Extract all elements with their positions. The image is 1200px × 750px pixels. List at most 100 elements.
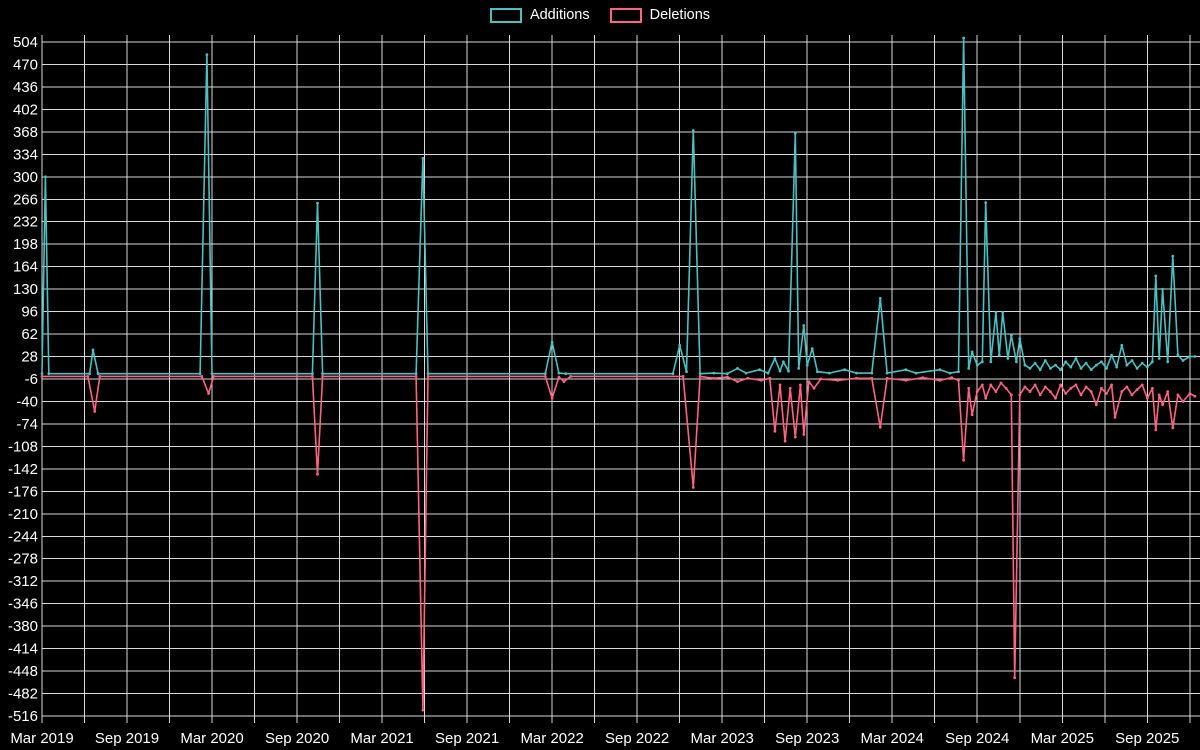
data-point [311, 372, 314, 376]
data-point [96, 372, 100, 376]
data-point [836, 378, 840, 382]
legend-label-additions: Additions [529, 7, 590, 23]
data-point [712, 376, 716, 380]
series-deletions [40, 375, 1197, 712]
data-point [819, 377, 823, 381]
data-point [1181, 400, 1185, 403]
data-point [421, 156, 425, 160]
data-point [984, 201, 988, 205]
data-point [878, 297, 882, 300]
data-point [1193, 394, 1197, 398]
y-tick-label: 96 [21, 304, 38, 321]
data-point [989, 360, 993, 364]
data-point [778, 383, 782, 387]
data-point [788, 386, 792, 390]
data-point [1151, 386, 1154, 390]
y-tick-label: 266 [13, 191, 38, 208]
data-point [321, 372, 324, 376]
y-tick-label: -346 [8, 596, 38, 613]
data-point [797, 367, 801, 370]
data-point [1171, 426, 1175, 430]
additions-swatch [489, 7, 522, 23]
data-point [1064, 360, 1068, 364]
data-point [999, 381, 1003, 385]
data-point [1069, 386, 1073, 390]
data-point [746, 376, 750, 380]
data-point [1125, 363, 1129, 367]
data-point [1161, 287, 1164, 291]
x-tick-label: Mar 2020 [180, 730, 243, 747]
data-point [904, 368, 908, 372]
data-point [994, 390, 998, 393]
data-point [1079, 393, 1083, 397]
data-point [1161, 403, 1164, 407]
data-point [685, 370, 688, 374]
y-tick-label: -142 [8, 461, 38, 478]
data-point [1043, 359, 1047, 362]
data-point [1154, 428, 1158, 432]
data-point [1110, 383, 1113, 387]
data-point [311, 375, 314, 378]
data-point [802, 324, 806, 327]
data-point [962, 458, 965, 462]
data-point [1157, 357, 1161, 360]
data-point [948, 371, 952, 375]
data-point [962, 36, 965, 40]
y-tick-label: -176 [8, 483, 38, 500]
data-point [1140, 361, 1144, 365]
data-point [681, 375, 685, 378]
y-tick-label: -6 [25, 371, 38, 388]
data-point [321, 375, 324, 378]
data-point [1188, 392, 1192, 395]
data-point [40, 375, 44, 378]
data-point [414, 372, 418, 376]
data-point [691, 486, 695, 489]
x-tick-label: Mar 2021 [350, 730, 413, 747]
data-point [980, 360, 984, 364]
y-tick-label: -516 [8, 708, 38, 725]
y-tick-label: -448 [8, 663, 38, 680]
data-point [870, 376, 874, 380]
data-point [316, 472, 319, 476]
data-point [773, 429, 777, 433]
x-tick-label: Sep 2023 [775, 730, 839, 747]
data-point [904, 378, 908, 382]
data-point [773, 357, 777, 360]
data-point [1015, 360, 1018, 364]
data-point [1100, 360, 1103, 364]
data-point [1084, 361, 1088, 365]
data-point [1069, 365, 1073, 369]
data-point [778, 369, 782, 373]
data-point [782, 360, 785, 364]
data-point [569, 375, 573, 378]
data-point [783, 439, 787, 443]
data-point [1130, 393, 1134, 397]
data-point [984, 396, 988, 400]
data-point [802, 433, 806, 436]
data-point [414, 375, 418, 378]
data-point [1105, 392, 1108, 395]
data-point [1018, 393, 1022, 397]
data-point [1009, 393, 1013, 397]
data-point [793, 131, 797, 135]
data-point [1018, 337, 1022, 341]
data-point [212, 375, 216, 378]
legend-item-additions[interactable]: Additions [489, 7, 590, 23]
legend-item-deletions[interactable]: Deletions [609, 7, 710, 23]
data-point [980, 383, 984, 387]
data-point [970, 413, 974, 417]
data-point [921, 376, 925, 380]
data-point [40, 372, 44, 376]
data-point [997, 353, 1001, 357]
data-point [725, 375, 729, 379]
data-point [691, 129, 695, 132]
data-point [957, 370, 960, 374]
data-point [1193, 355, 1197, 358]
data-point [885, 376, 889, 380]
data-point [543, 372, 547, 376]
y-tick-label: 368 [13, 124, 38, 141]
data-point [744, 371, 748, 375]
data-point [725, 372, 729, 376]
data-point [1038, 368, 1042, 372]
data-point [207, 392, 211, 395]
